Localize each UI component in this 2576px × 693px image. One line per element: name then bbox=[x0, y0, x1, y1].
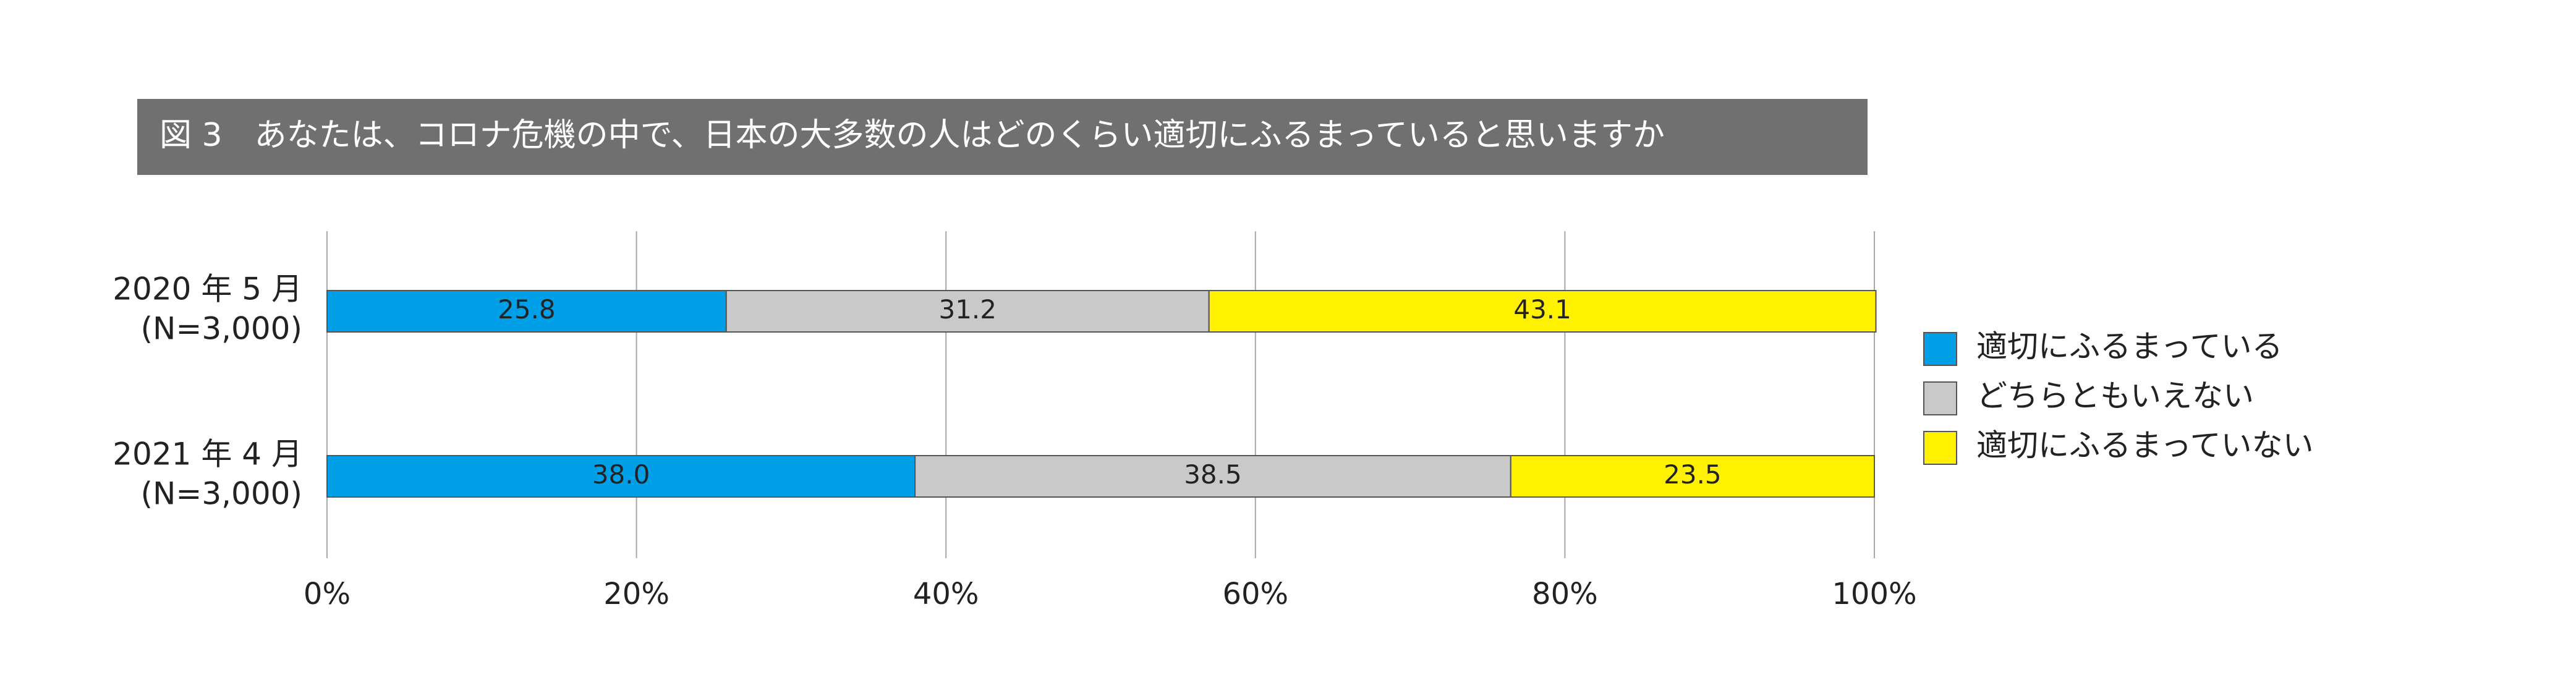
x-tick-label: 20% bbox=[603, 577, 670, 611]
data-label: 23.5 bbox=[1664, 459, 1722, 490]
bar-segment bbox=[914, 455, 1511, 498]
x-tick-label: 0% bbox=[304, 577, 351, 611]
category-label: 2021 年 4 月 bbox=[113, 436, 302, 472]
legend-swatch bbox=[1923, 381, 1957, 415]
chart-title: 図 3 あなたは、コロナ危機の中で、日本の大多数の人はどのくらい適切にふるまって… bbox=[159, 117, 1665, 154]
x-tick-label: 40% bbox=[913, 577, 979, 611]
data-label: 31.2 bbox=[938, 294, 997, 325]
bar-segment bbox=[1208, 290, 1877, 333]
data-label: 25.8 bbox=[498, 294, 556, 325]
legend-swatch bbox=[1923, 431, 1957, 465]
bar-segment bbox=[326, 455, 916, 498]
x-tick-label: 100% bbox=[1832, 577, 1916, 611]
legend-swatch bbox=[1923, 332, 1957, 366]
data-label: 38.0 bbox=[592, 459, 650, 490]
data-label: 38.5 bbox=[1184, 459, 1242, 490]
x-tick-label: 80% bbox=[1532, 577, 1598, 611]
category-sublabel: (N=3,000) bbox=[141, 476, 302, 512]
x-tick-label: 60% bbox=[1222, 577, 1288, 611]
legend-label: 適切にふるまっている bbox=[1976, 329, 2283, 365]
category-label: 2020 年 5 月 bbox=[113, 271, 302, 307]
category-sublabel: (N=3,000) bbox=[141, 311, 302, 347]
data-label: 43.1 bbox=[1513, 294, 1571, 325]
bar-segment bbox=[725, 290, 1210, 333]
legend-label: 適切にふるまっていない bbox=[1976, 428, 2314, 464]
title-box bbox=[137, 99, 1868, 175]
legend-label: どちらともいえない bbox=[1976, 378, 2254, 414]
bar-segment bbox=[1510, 455, 1875, 498]
